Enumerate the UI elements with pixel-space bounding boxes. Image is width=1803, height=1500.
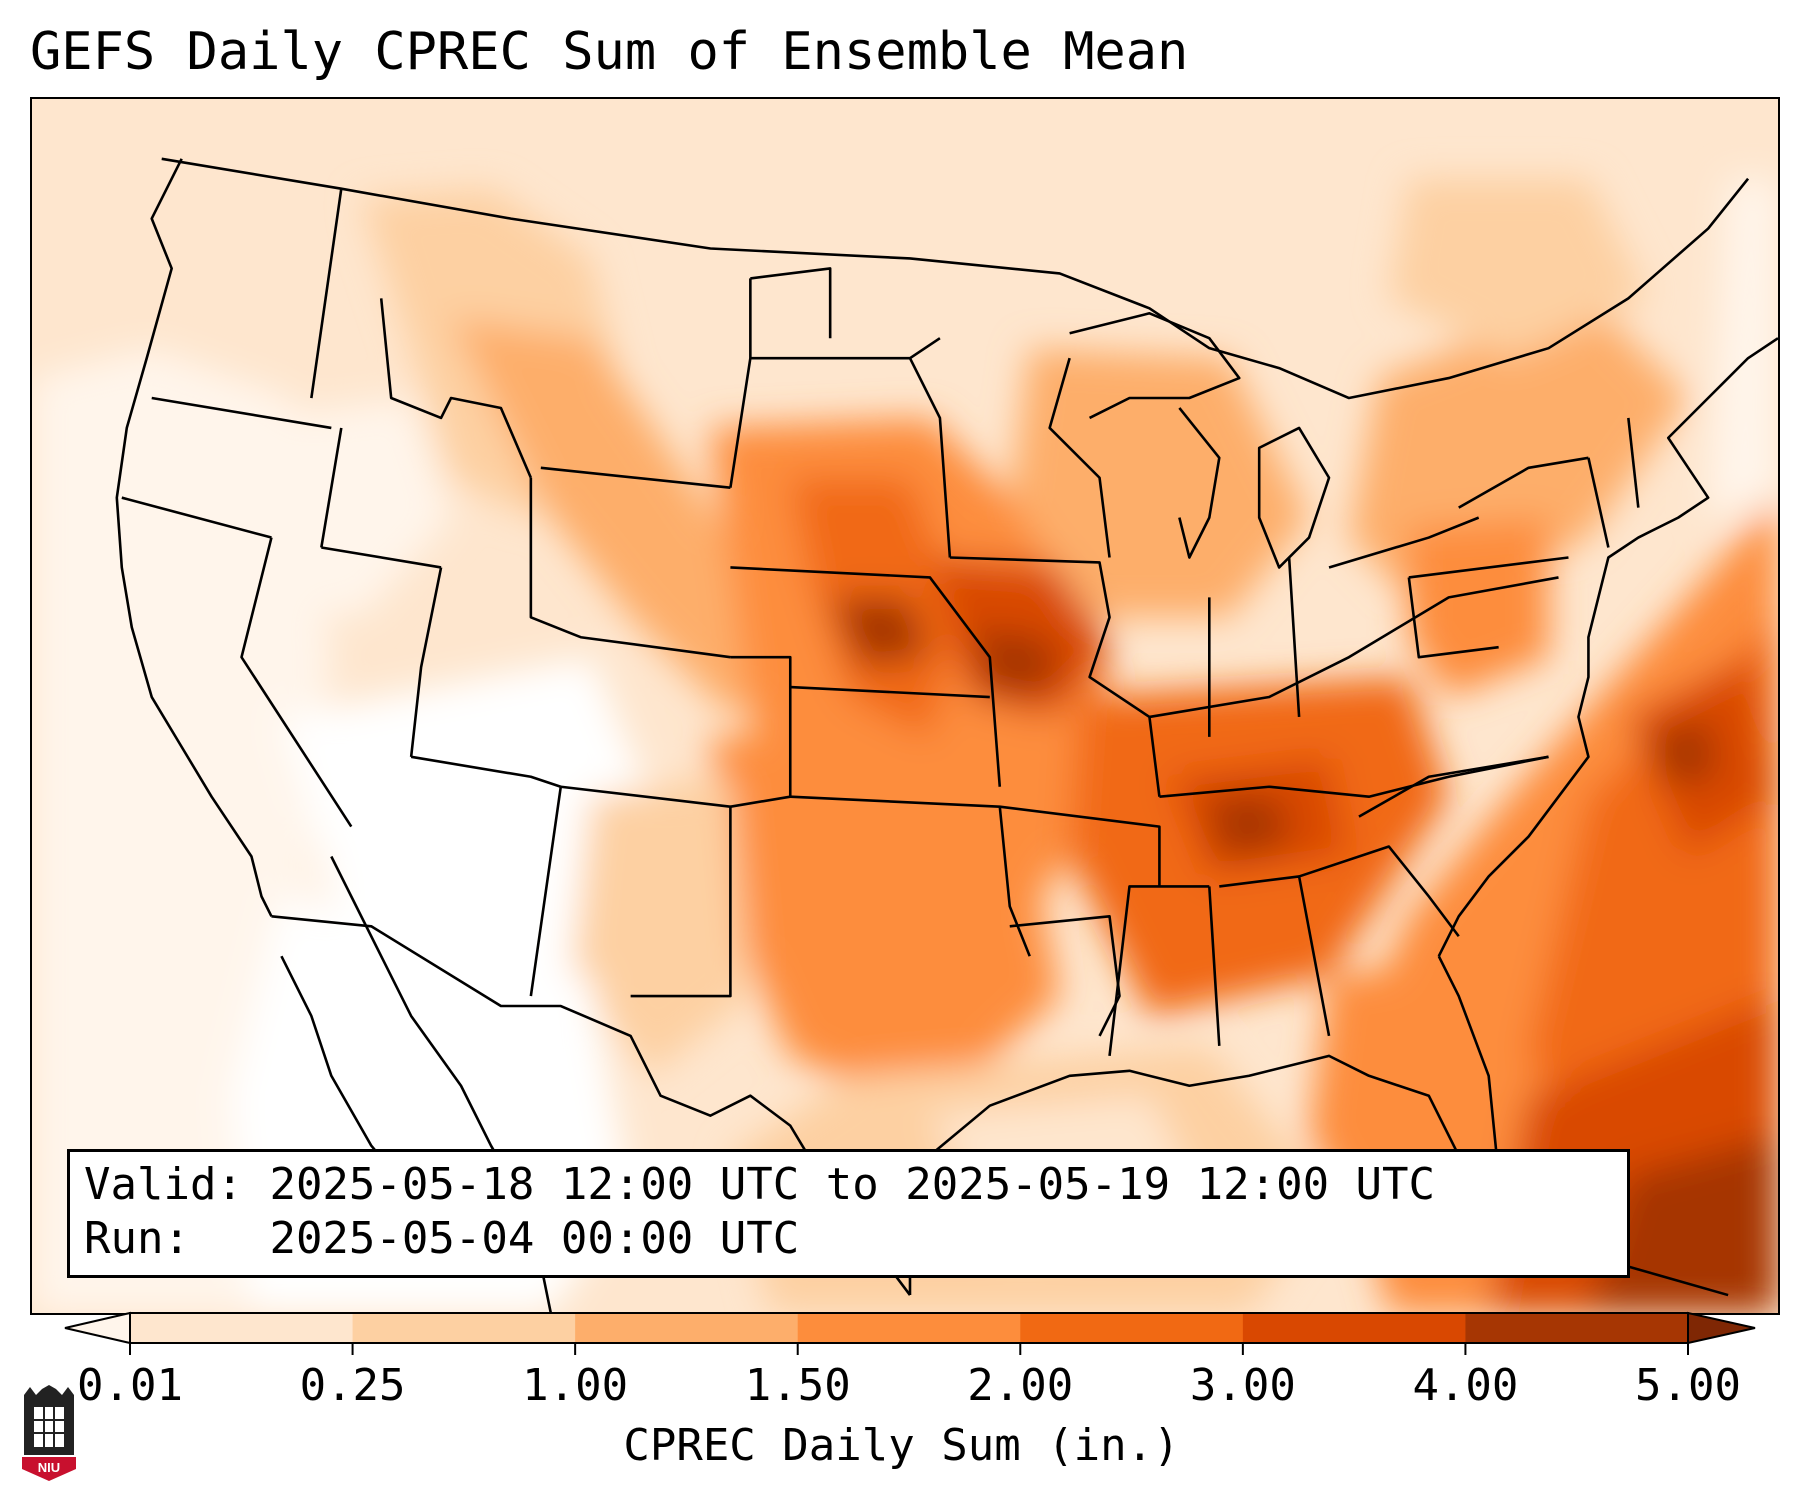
- colorbar-tick-label: 0.01: [77, 1360, 183, 1411]
- colorbar: [64, 1311, 1756, 1355]
- colorbar-tick-label: 2.00: [967, 1360, 1074, 1411]
- colorbar-ticks: [129, 1343, 1689, 1355]
- political-boundaries: [115, 157, 1778, 1313]
- colorbar-label: CPREC Daily Sum (in.): [623, 1420, 1180, 1471]
- colorbar-segment: [575, 1313, 799, 1343]
- colorbar-segment: [352, 1313, 576, 1343]
- run-value: 2025-05-04 00:00 UTC: [269, 1213, 800, 1264]
- colorbar-tick-label: 4.00: [1412, 1360, 1519, 1411]
- colorbar-outline: [129, 1312, 1689, 1344]
- map-title: GEFS Daily CPREC Sum of Ensemble Mean: [30, 22, 1189, 82]
- logo-shield-icon: [22, 1457, 76, 1481]
- colorbar-tick-label: 3.00: [1189, 1360, 1296, 1411]
- valid-value: 2025-05-18 12:00 UTC to 2025-05-19 12:00…: [269, 1159, 1436, 1210]
- colorbar-segment: [797, 1313, 1021, 1343]
- colorbar-extend-max: [1687, 1311, 1756, 1345]
- colorbar-segment: [130, 1313, 354, 1343]
- logo-text: NIU: [38, 1460, 60, 1475]
- precipitation-map: [30, 97, 1780, 1315]
- precip-field: [32, 99, 1778, 1313]
- niu-logo: NIU: [22, 1385, 76, 1481]
- colorbar-extend-min: [64, 1311, 131, 1345]
- valid-label: Valid:: [84, 1159, 243, 1210]
- colorbar-segment: [1020, 1313, 1244, 1343]
- colorbar-tick-label: 0.25: [299, 1360, 406, 1411]
- colorbar-tick-label: 1.00: [522, 1360, 629, 1411]
- map-canvas: [32, 99, 1778, 1313]
- validity-info-box: Valid: 2025-05-18 12:00 UTC to 2025-05-1…: [67, 1149, 1630, 1278]
- colorbar-segment: [1465, 1313, 1689, 1343]
- logo-window-grid: [34, 1407, 64, 1447]
- logo-window: [34, 1407, 64, 1447]
- run-label: Run:: [84, 1213, 190, 1264]
- field-blobs: [32, 178, 1778, 1313]
- colorbar-segments: [64, 1311, 1756, 1345]
- colorbar-segment: [1242, 1313, 1466, 1343]
- colorbar-tick-label: 5.00: [1635, 1360, 1741, 1411]
- colorbar-tick-label: 1.50: [744, 1360, 851, 1411]
